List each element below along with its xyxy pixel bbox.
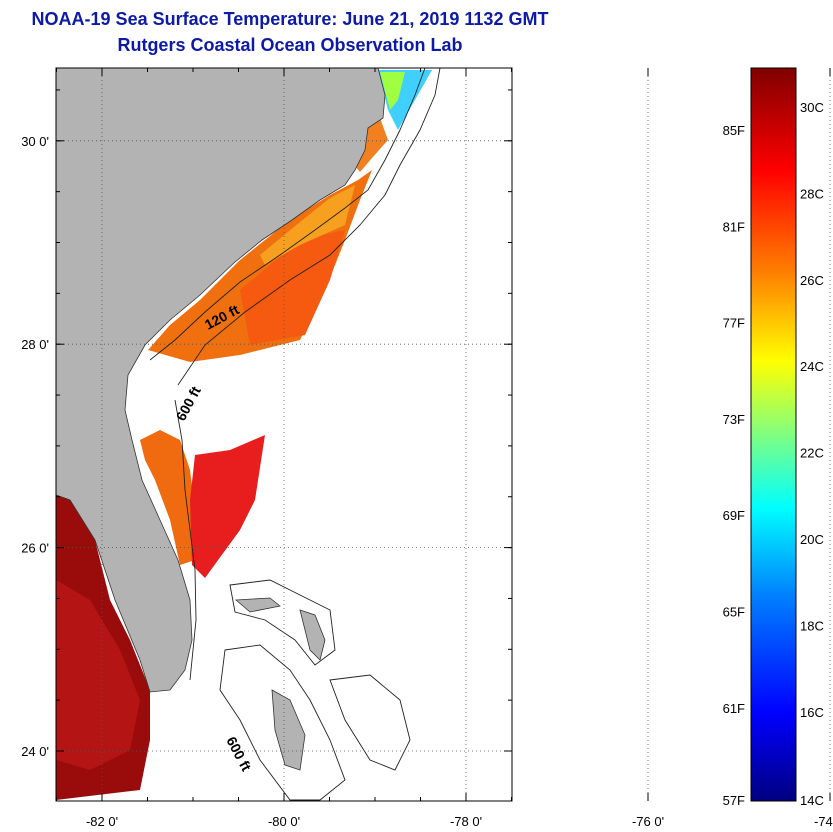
colorbar-celsius-label: 22C [800, 446, 824, 461]
tick-labels: -82 0' -80 0' -78 0' -76 0' -74 0' 24 0' 26 0'… [21, 134, 833, 829]
land-us-southeast [56, 68, 386, 693]
map-title: NOAA-19 Sea Surface Temperature: June 21… [31, 9, 549, 29]
sst-gulf-warm-b [56, 580, 140, 770]
colorbar-fahrenheit-label: 77F [723, 316, 745, 331]
map-subtitle: Rutgers Coastal Ocean Observation Lab [117, 35, 463, 55]
lat-tick-label: 26 0' [21, 541, 49, 556]
lon-tick-label: -76 0' [632, 814, 664, 829]
lat-tick-label: 30 0' [21, 134, 49, 149]
map-border [55, 67, 513, 802]
colorbar-celsius-label: 24C [800, 359, 824, 374]
colorbar [750, 67, 797, 802]
land-grand-bahama [234, 597, 281, 613]
contour-600ft [177, 68, 441, 386]
contour-florida-shelf [174, 399, 197, 681]
lon-tick-label: -78 0' [450, 814, 482, 829]
colorbar-celsius-label: 16C [800, 705, 824, 720]
lon-tick-label: -82 0' [86, 814, 118, 829]
lat-tick-label: 24 0' [21, 744, 49, 759]
colorbar-celsius-label: 18C [800, 618, 824, 633]
colorbar-celsius-label: 30C [800, 100, 824, 115]
colorbar-celsius-label: 28C [800, 186, 824, 201]
sst-florida-east [140, 430, 195, 565]
colorbar-fahrenheit-label: 73F [723, 412, 745, 427]
land-andros [271, 689, 306, 771]
colorbar-labels: 30C 28C 26C 24C 22C 20C 18C 16C 14C 85F 81F 77F 73F 6… [723, 100, 824, 808]
colorbar-fahrenheit-label: 61F [723, 701, 745, 716]
contour-120ft [149, 68, 426, 361]
gridlines [56, 68, 831, 801]
land-great-abaco [299, 609, 326, 661]
colorbar-fahrenheit-label: 81F [723, 219, 745, 234]
sst-offshore-warm [190, 435, 265, 578]
colorbar-celsius-label: 26C [800, 273, 824, 288]
sst-plume-outer [240, 230, 345, 345]
colorbar-celsius-label: 20C [800, 532, 824, 547]
colorbar-fahrenheit-label: 85F [723, 123, 745, 138]
sst-delmarva-green [380, 72, 405, 110]
colorbar-celsius-label: 14C [800, 793, 824, 808]
lon-tick-label: -80 0' [268, 814, 300, 829]
colorbar-fahrenheit-label: 69F [723, 508, 745, 523]
colorbar-fahrenheit-label: 65F [723, 605, 745, 620]
contour-bahamas-banks [219, 579, 411, 801]
lat-tick-label: 28 0' [21, 337, 49, 352]
lon-tick-label: -74 0' [814, 814, 833, 829]
colorbar-fahrenheit-label: 57F [723, 793, 745, 808]
